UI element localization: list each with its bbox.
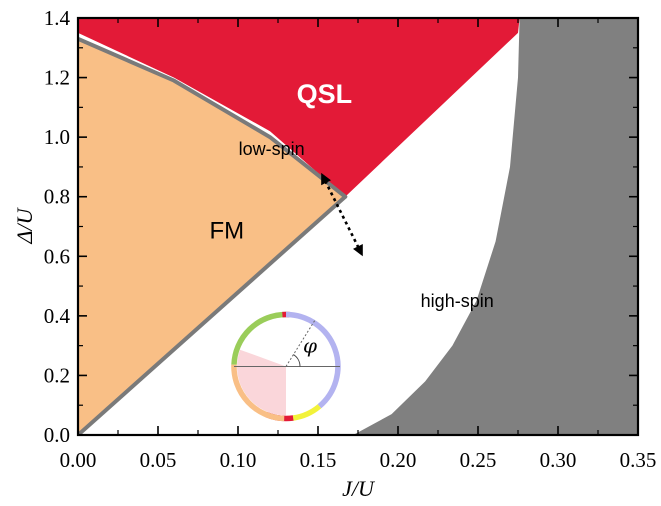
y-tick-label: 0.4 [44, 304, 71, 328]
inset-ring-arc-0 [231, 311, 287, 365]
region-fm [78, 38, 346, 435]
y-tick-label: 0.0 [44, 423, 70, 447]
x-tick-label: 0.25 [460, 448, 497, 472]
x-tick-label: 0.10 [220, 448, 257, 472]
y-tick-label: 0.6 [44, 244, 70, 268]
region-label-qsl: QSL [297, 79, 353, 109]
y-tick-label: 0.2 [44, 363, 70, 387]
boundary-fm-diagonal [78, 194, 348, 435]
inset-ring-arc-5 [231, 364, 285, 422]
y-axis-title: Δ/U [12, 206, 37, 244]
inset-angle-symbol: φ [303, 333, 317, 357]
x-tick-label: 0.00 [60, 448, 97, 472]
x-tick-label: 0.35 [620, 448, 657, 472]
x-tick-label: 0.30 [540, 448, 577, 472]
x-tick-label: 0.20 [380, 448, 417, 472]
arrowhead-low-spin [321, 172, 331, 186]
inset-ring-arc-2 [285, 311, 341, 409]
inset-ring-arc-3 [292, 404, 322, 421]
y-tick-label: 0.8 [44, 185, 70, 209]
boundary-fm-qsl [78, 36, 348, 199]
region-qsl [78, 18, 520, 197]
inset-angle-diagram: φ [231, 311, 341, 422]
region-label-fm: FM [209, 217, 244, 244]
y-tick-label: 1.2 [44, 66, 70, 90]
inset-angle-ray [285, 320, 316, 367]
y-tick-label: 1.4 [44, 6, 71, 30]
y-tick-label: 1.0 [44, 125, 70, 149]
annotation-high-spin: high-spin [421, 291, 494, 311]
x-axis-title: J/U [342, 476, 376, 501]
region-unlabeled-2 [353, 18, 638, 435]
arrowhead-high-spin [353, 244, 363, 257]
x-tick-label: 0.05 [140, 448, 177, 472]
x-tick-label: 0.15 [300, 448, 337, 472]
annotation-low-spin: low-spin [239, 139, 305, 159]
inset-angle-arc [293, 354, 301, 367]
